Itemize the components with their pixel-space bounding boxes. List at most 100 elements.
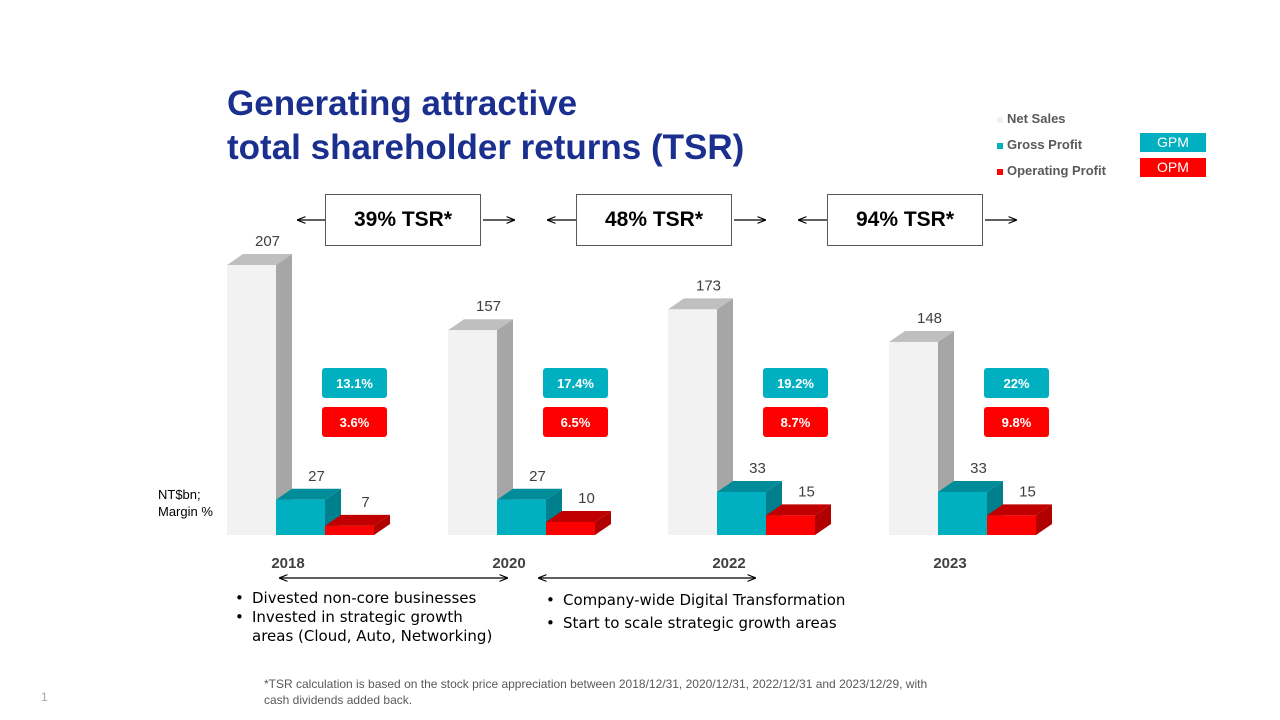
legend-net-sales-label: Net Sales — [1007, 111, 1066, 126]
unit-label-line-1: NT$bn; — [158, 487, 201, 502]
value-label-operating-profit-2022: 15 — [798, 483, 815, 500]
bar-net-sales-2023-front — [889, 341, 938, 535]
gpm-badge-2023 — [984, 368, 1049, 398]
opm-badge-2018 — [322, 407, 387, 437]
bar-gross-profit-2018-top — [276, 488, 341, 500]
value-label-net-sales-2020: 157 — [476, 298, 501, 315]
bar-operating-profit-2018-top — [325, 514, 390, 526]
legend-net-sales: Net Sales — [997, 111, 1066, 126]
bar-operating-profit-2023 — [987, 504, 1052, 535]
bar-net-sales-2022-side — [717, 298, 733, 535]
bar-net-sales-2022-front — [668, 309, 717, 535]
bar-operating-profit-2022-front — [766, 515, 815, 535]
bullets-left: Divested non-core businesses Invested in… — [233, 589, 492, 646]
category-label-2022: 2022 — [712, 555, 745, 572]
value-label-operating-profit-2018: 7 — [361, 494, 369, 511]
value-label-operating-profit-2023: 15 — [1019, 483, 1036, 500]
tsr-box-2020-2022: 48% TSR* — [576, 194, 732, 246]
bar-operating-profit-2020-side — [595, 510, 611, 535]
value-label-gross-profit-2022: 33 — [749, 460, 766, 477]
gpm-label-2018: 13.1% — [336, 376, 373, 391]
value-label-gross-profit-2020: 27 — [529, 468, 546, 485]
legend-gross-profit-label: Gross Profit — [1007, 137, 1083, 152]
bar-operating-profit-2020 — [546, 510, 611, 535]
bullet-right-1: Company-wide Digital Transformation — [544, 589, 845, 612]
bar-net-sales-2020-top — [448, 319, 513, 331]
bar-operating-profit-2018-side — [374, 514, 390, 535]
bar-net-sales-2022-top — [668, 298, 733, 310]
gpm-label-2020: 17.4% — [557, 376, 594, 391]
bar-net-sales-2020-side — [497, 319, 513, 535]
title-line-1: Generating attractive — [227, 84, 578, 123]
bar-gross-profit-2018-front — [276, 499, 325, 535]
bar-net-sales-2018-side — [276, 254, 292, 535]
legend-operating-profit-label: Operating Profit — [1007, 163, 1106, 178]
bar-gross-profit-2023-front — [938, 491, 987, 535]
value-label-operating-profit-2020: 10 — [578, 490, 595, 507]
opm-badge-2020 — [543, 407, 608, 437]
bullet-right-2: Start to scale strategic growth areas — [544, 612, 845, 635]
category-label-2020: 2020 — [492, 555, 525, 572]
gpm-badge-2020 — [543, 368, 608, 398]
bar-net-sales-2020-front — [448, 330, 497, 535]
bar-gross-profit-2022-top — [717, 480, 782, 492]
value-label-net-sales-2018: 207 — [255, 233, 280, 250]
bar-gross-profit-2022-front — [717, 491, 766, 535]
bullet-left-1: Divested non-core businesses — [233, 589, 492, 608]
opm-badge-2022 — [763, 407, 828, 437]
bullet-left-3: areas (Cloud, Auto, Networking) — [252, 627, 493, 645]
page-number: 1 — [41, 690, 48, 704]
bars-layer: 207 27 7 2018 13.1% 3.6% 157 27 10 2020 17.4% 6.5% 1… — [227, 233, 1052, 572]
bar-gross-profit-2023-top — [938, 480, 1003, 492]
opm-badge-2023 — [984, 407, 1049, 437]
legend-opm-badge: OPM — [1140, 158, 1206, 177]
bar-net-sales-2018 — [227, 254, 292, 535]
category-label-2023: 2023 — [933, 555, 966, 572]
legend-operating-profit: Operating Profit — [997, 163, 1106, 178]
gpm-badge-2022 — [763, 368, 828, 398]
bar-net-sales-2018-top — [227, 254, 292, 265]
gpm-badge-2018 — [322, 368, 387, 398]
bar-operating-profit-2023-side — [1036, 504, 1052, 535]
value-label-net-sales-2023: 148 — [917, 310, 942, 327]
bar-operating-profit-2020-front — [546, 521, 595, 535]
bar-net-sales-2022 — [668, 298, 733, 535]
legend-gross-profit-swatch — [997, 142, 1003, 149]
bar-net-sales-2018-front — [227, 265, 276, 535]
bar-gross-profit-2020-front — [497, 499, 546, 535]
gpm-label-2023: 22% — [1003, 376, 1029, 391]
value-label-net-sales-2022: 173 — [696, 277, 721, 294]
tsr-box-2022-2023: 94% TSR* — [827, 194, 983, 246]
bar-net-sales-2023-top — [889, 330, 954, 342]
unit-label-line-2: Margin % — [158, 504, 213, 519]
bar-operating-profit-2020-top — [546, 510, 611, 522]
unit-label: NT$bn; Margin % — [158, 486, 213, 520]
opm-label-2018: 3.6% — [340, 415, 370, 430]
value-label-gross-profit-2023: 33 — [970, 460, 987, 477]
bullet-left-2: Invested in strategic growth — [233, 608, 492, 627]
slide-title: Generating attractive total shareholder … — [227, 82, 744, 170]
gpm-label-2022: 19.2% — [777, 376, 814, 391]
legend-operating-profit-swatch — [997, 168, 1003, 175]
tsr-box-2018-2020: 39% TSR* — [325, 194, 481, 246]
bar-operating-profit-2018-front — [325, 525, 374, 535]
bullets-right: Company-wide Digital Transformation Star… — [544, 589, 845, 635]
bar-operating-profit-2023-top — [987, 504, 1052, 516]
bar-operating-profit-2022 — [766, 504, 831, 535]
bar-gross-profit-2020-top — [497, 488, 562, 500]
category-label-2018: 2018 — [271, 555, 304, 572]
bar-operating-profit-2023-front — [987, 515, 1036, 535]
footnote: *TSR calculation is based on the stock p… — [264, 677, 928, 707]
opm-label-2020: 6.5% — [561, 415, 591, 430]
opm-label-2022: 8.7% — [781, 415, 811, 430]
bar-net-sales-2020 — [448, 319, 513, 535]
legend-net-sales-swatch — [997, 116, 1003, 123]
bar-operating-profit-2022-side — [815, 504, 831, 535]
opm-label-2023: 9.8% — [1002, 415, 1032, 430]
title-line-2: total shareholder returns (TSR) — [227, 128, 745, 167]
bar-operating-profit-2022-top — [766, 504, 831, 516]
legend-gross-profit: Gross Profit — [997, 137, 1082, 152]
bar-operating-profit-2018 — [325, 514, 390, 535]
value-label-gross-profit-2018: 27 — [308, 468, 325, 485]
